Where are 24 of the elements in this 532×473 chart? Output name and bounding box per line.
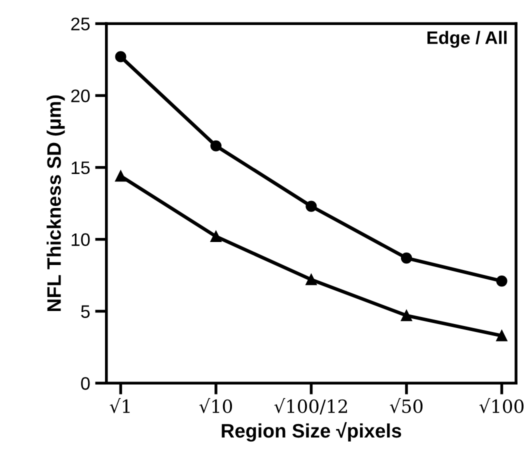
point [496,275,508,287]
y-tick-label: 5 [81,305,90,318]
point [115,51,126,62]
y-tick-label: 0 [81,377,90,390]
point [306,274,317,286]
y-axis-title: NFL Thickness SD (μm) [46,95,65,312]
point [210,230,222,242]
annotation: Edge / All [427,30,507,48]
x-axis-title: Region Size √pixels [222,422,402,442]
x-tick-label: √50 [390,398,423,414]
point [210,140,222,152]
point [400,310,412,322]
x-tick-label: √10 [199,398,232,414]
point [496,330,508,342]
point [306,200,317,212]
x-tick-label: √100/12 [274,398,347,414]
x-tick-label: √100 [479,398,524,414]
y-tick-label: 10 [72,233,90,246]
y-tick-label: 25 [71,18,90,30]
point [115,170,126,182]
y-tick-label: 20 [71,89,90,102]
x-tick-label: √1 [110,398,130,414]
y-tick-label: 15 [72,162,90,174]
point [400,252,412,264]
